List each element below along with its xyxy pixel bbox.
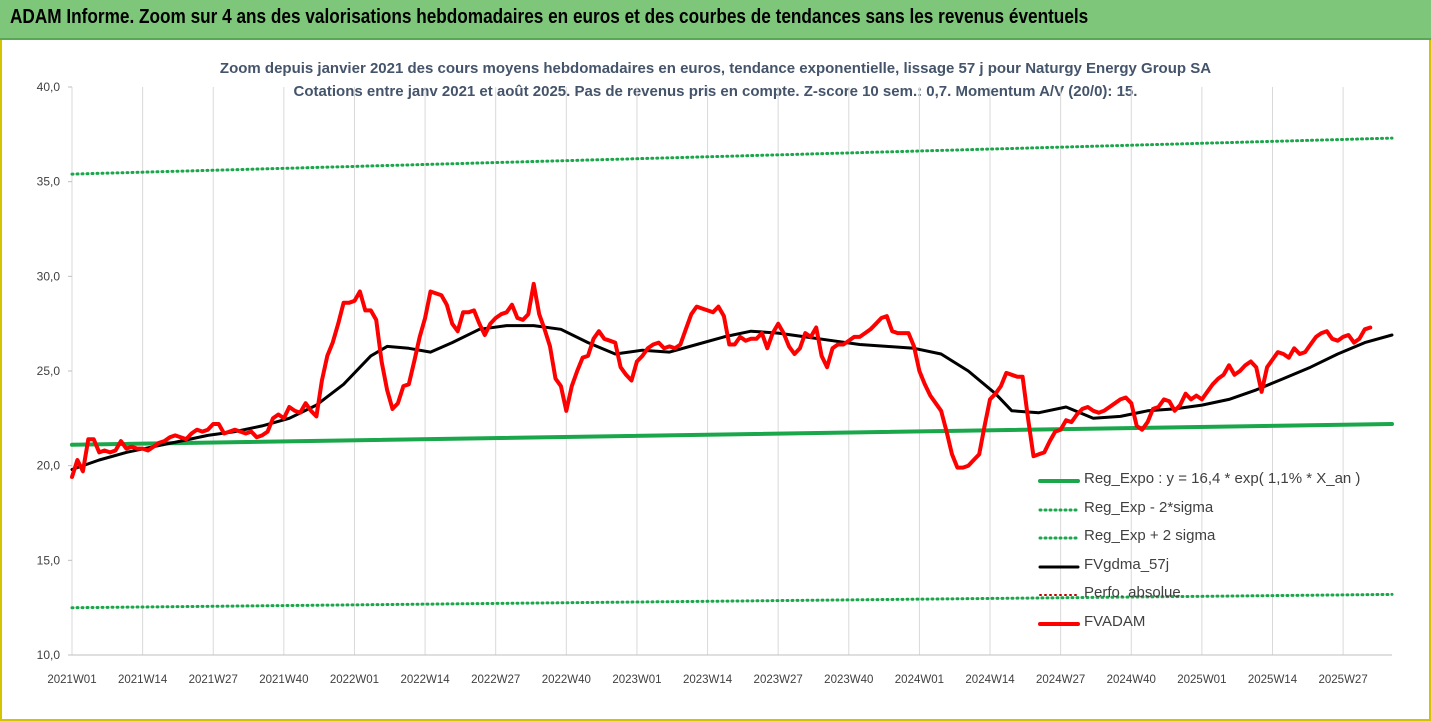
- y-tick-label: 10,0: [37, 648, 61, 662]
- x-tick-label: 2025W27: [1318, 674, 1367, 686]
- x-tick-label: 2023W27: [754, 674, 803, 686]
- reg-exp-minus-2sigma-line: [70, 592, 1394, 610]
- x-tick-label: 2024W27: [1036, 674, 1085, 686]
- x-tick-label: 2022W01: [330, 674, 379, 686]
- reg-exp-minus-2sigma-swatch: [1038, 508, 1080, 511]
- legend-label: FVADAM: [1084, 612, 1146, 630]
- x-tick-label: 2024W40: [1107, 674, 1156, 686]
- x-tick-label: 2022W27: [471, 674, 520, 686]
- fvadam-swatch: [1038, 621, 1080, 626]
- reg-expo-swatch: [1038, 479, 1080, 483]
- x-tick-label: 2021W01: [47, 674, 96, 686]
- x-tick-label: 2023W01: [612, 674, 661, 686]
- legend-label: Perfo. absolue: [1084, 584, 1181, 601]
- fvgdma-57j-swatch: [1038, 565, 1080, 568]
- legend-label: Reg_Exp + 2 sigma: [1084, 527, 1216, 544]
- legend-label: FVgdma_57j: [1084, 555, 1170, 573]
- x-tick-label: 2023W40: [824, 674, 873, 686]
- x-tick-label: 2025W01: [1177, 674, 1226, 686]
- chart-legend: Reg_Expo : y = 16,4 * exp( 1,1% * X_an )…: [1038, 470, 1368, 641]
- perfo-absolue-swatch: [1039, 594, 1079, 596]
- x-tick-label: 2024W01: [895, 674, 944, 686]
- x-tick-label: 2022W40: [542, 674, 591, 686]
- x-tick-label: 2021W27: [189, 674, 238, 686]
- chart-subtitle: Cotations entre janv 2021 et août 2025. …: [293, 83, 1138, 100]
- legend-item: FVADAM: [1038, 613, 1368, 642]
- y-tick-label: 30,0: [37, 269, 61, 283]
- legend-item: Reg_Expo : y = 16,4 * exp( 1,1% * X_an ): [1038, 470, 1368, 499]
- reg-exp-plus-2sigma-line: [70, 136, 1394, 176]
- legend-label: Reg_Exp - 2*sigma: [1084, 498, 1214, 516]
- report-banner-title: ADAM Informe. Zoom sur 4 ans des valoris…: [10, 6, 1089, 28]
- x-tick-label: 2021W14: [118, 674, 168, 686]
- y-tick-label: 35,0: [37, 175, 61, 189]
- x-tick-label: 2023W14: [683, 674, 733, 686]
- legend-item: FVgdma_57j: [1038, 556, 1368, 585]
- legend-label: Reg_Expo : y = 16,4 * exp( 1,1% * X_an ): [1084, 470, 1361, 487]
- chart-title: Zoom depuis janvier 2021 des cours moyen…: [219, 60, 1212, 77]
- y-tick-label: 25,0: [37, 364, 61, 378]
- x-tick-label: 2021W40: [259, 674, 308, 686]
- legend-item: Perfo. absolue: [1038, 584, 1368, 613]
- x-tick-label: 2025W14: [1248, 674, 1298, 686]
- report-banner: ADAM Informe. Zoom sur 4 ans des valoris…: [0, 0, 1431, 40]
- x-tick-label: 2022W14: [400, 674, 450, 686]
- legend-item: Reg_Exp + 2 sigma: [1038, 527, 1368, 556]
- y-tick-label: 15,0: [37, 553, 61, 567]
- reg-expo-line: [70, 422, 1394, 447]
- x-tick-label: 2024W14: [965, 674, 1015, 686]
- y-tick-label: 20,0: [37, 459, 61, 473]
- reg-exp-plus-2sigma-swatch: [1038, 536, 1080, 540]
- y-tick-label: 40,0: [37, 80, 61, 94]
- fvadam-line: [70, 281, 1373, 479]
- legend-item: Reg_Exp - 2*sigma: [1038, 499, 1368, 528]
